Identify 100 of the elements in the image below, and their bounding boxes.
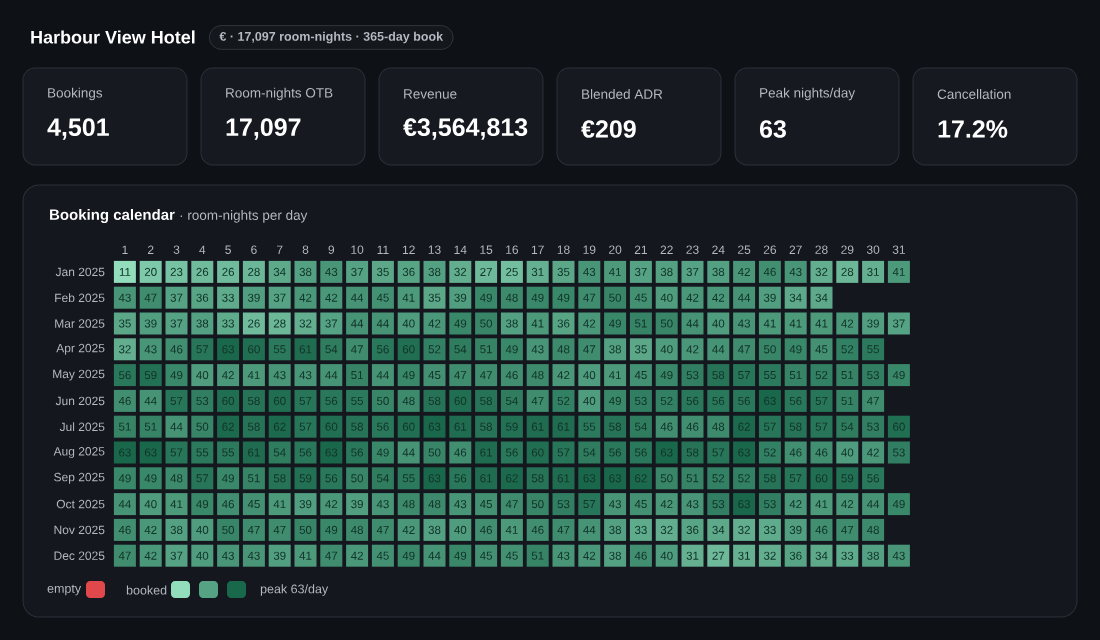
data-label: 31 (531, 267, 544, 276)
data-label: 40 (660, 551, 673, 560)
data-label: 48 (557, 345, 570, 354)
data-label: 41 (402, 293, 415, 302)
data-label: 45 (376, 293, 389, 302)
data-label: 56 (299, 448, 312, 457)
data-label: 54 (273, 448, 286, 457)
data-label: 53 (867, 371, 879, 380)
data-label: 36 (557, 319, 570, 328)
data-label: 49 (892, 371, 905, 380)
data-label: 51 (634, 319, 647, 328)
data-label: 43 (299, 371, 312, 380)
data-label: 57 (763, 422, 776, 431)
data-label: 46 (686, 422, 699, 431)
data-label: 47 (583, 293, 596, 302)
data-label: 38 (609, 525, 621, 534)
data-label: 48 (866, 525, 879, 534)
data-label: 51 (789, 371, 802, 380)
data-label: 23 (170, 267, 183, 276)
data-label: 44 (686, 319, 699, 328)
data-label: 54 (634, 422, 647, 431)
x-tick-label: 17 (531, 245, 544, 254)
data-label: 26 (248, 319, 260, 328)
data-label: 50 (660, 474, 673, 483)
data-label: 43 (892, 551, 905, 560)
y-tick-label: Jul 2025 (59, 422, 105, 432)
data-label: 48 (531, 371, 544, 380)
data-label: 53 (557, 500, 570, 509)
data-label: 32 (738, 525, 750, 534)
x-tick-label: 5 (225, 245, 231, 254)
data-label: 48 (170, 474, 183, 483)
data-label: 39 (299, 500, 312, 509)
x-tick-label: 18 (557, 245, 570, 254)
data-label: 59 (841, 474, 854, 483)
data-label: 33 (222, 319, 234, 328)
x-tick-label: 29 (841, 245, 854, 254)
data-label: 44 (866, 500, 880, 509)
data-label: 25 (506, 267, 518, 276)
data-label: 53 (634, 396, 647, 405)
data-label: 54 (376, 474, 389, 483)
data-label: 42 (402, 525, 415, 534)
data-label: 49 (118, 474, 131, 483)
data-label: 49 (402, 371, 415, 380)
data-label: 60 (454, 396, 467, 405)
data-label: 52 (738, 474, 750, 483)
data-label: 35 (557, 267, 570, 276)
data-label: 38 (505, 319, 518, 328)
data-label: 42 (686, 345, 699, 354)
data-label: 60 (248, 345, 260, 354)
data-label: 49 (608, 319, 621, 328)
data-label: 46 (634, 551, 647, 560)
data-label: 54 (505, 396, 518, 405)
data-label: 39 (867, 319, 879, 328)
data-label: 43 (247, 551, 260, 560)
data-label: 51 (144, 422, 157, 431)
data-label: 58 (763, 474, 776, 483)
data-label: 40 (196, 551, 209, 560)
data-label: 42 (660, 500, 673, 509)
data-label: 60 (402, 345, 415, 354)
text: €209 (581, 120, 636, 138)
data-label: 44 (402, 448, 415, 457)
data-label: 43 (454, 500, 467, 509)
data-label: 57 (299, 422, 312, 431)
data-label: 50 (660, 319, 673, 328)
data-label: 48 (402, 396, 415, 405)
data-label: 53 (892, 448, 905, 457)
x-tick-label: 14 (454, 245, 467, 254)
data-label: 37 (170, 319, 183, 328)
data-label: 39 (454, 293, 467, 302)
y-tick-label: Feb 2025 (55, 293, 105, 303)
data-label: 56 (634, 448, 647, 457)
data-label: 42 (350, 551, 363, 560)
data-label: 46 (170, 345, 183, 354)
data-label: 50 (351, 474, 364, 483)
data-label: 52 (557, 396, 570, 405)
data-label: 56 (325, 396, 338, 405)
data-label: 42 (866, 448, 879, 457)
data-label: 42 (325, 293, 338, 302)
x-tick-label: 2 (147, 245, 154, 254)
data-label: 47 (350, 345, 363, 354)
data-label: 49 (454, 551, 467, 560)
data-label: 58 (686, 448, 699, 457)
data-label: 47 (247, 525, 260, 534)
text: € · 17,097 room-nights · 365-day book (219, 31, 444, 44)
data-label: 54 (325, 345, 338, 354)
data-label: 43 (273, 371, 286, 380)
data-label: 38 (196, 319, 209, 328)
text: Revenue (404, 89, 457, 99)
data-label: 44 (170, 422, 183, 431)
data-label: 37 (170, 293, 183, 302)
data-label: 31 (686, 551, 699, 560)
data-label: 40 (583, 371, 596, 380)
data-label: 41 (505, 525, 518, 534)
data-label: 35 (376, 267, 389, 276)
x-tick-label: 21 (634, 245, 647, 254)
data-label: 51 (531, 551, 544, 560)
data-label: 49 (221, 474, 234, 483)
data-label: 51 (247, 474, 260, 483)
data-label: 46 (505, 371, 518, 380)
data-label: 57 (815, 422, 828, 431)
